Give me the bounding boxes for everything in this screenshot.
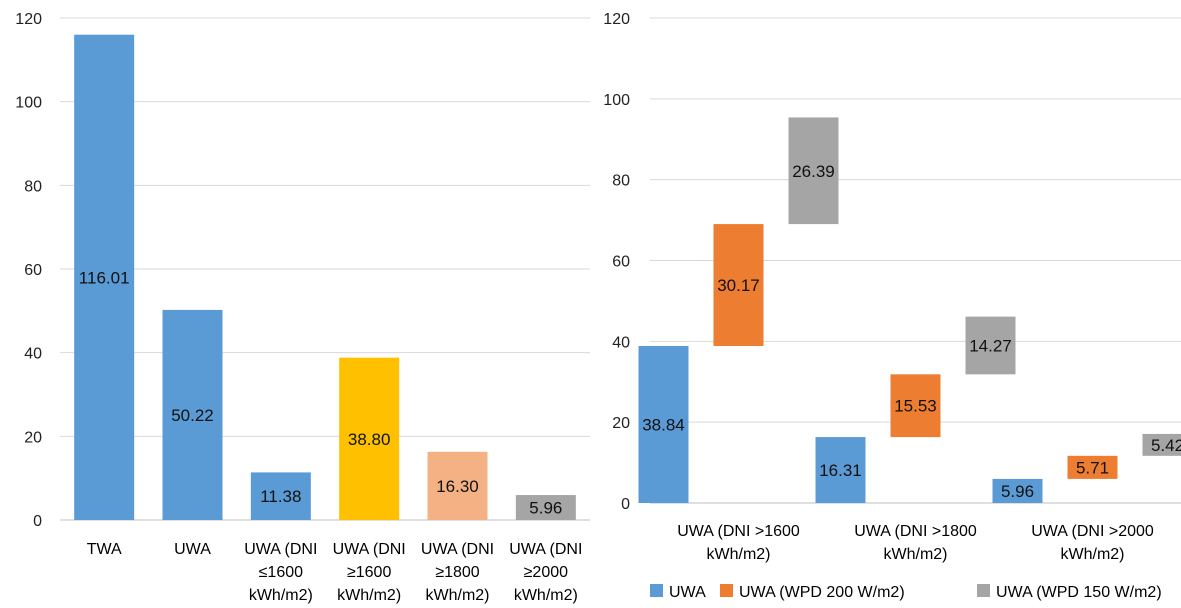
right-waterfall-chart: 0 20 40 60 80 100 120 38.84 30.17 26.39 UWA (DNI >… — [603, 11, 1181, 601]
x-category-label: TWA — [87, 541, 122, 558]
bar — [1142, 433, 1181, 456]
bar — [427, 451, 488, 520]
x-category-label: UWA — [174, 541, 211, 558]
data-label: 38.84 — [642, 416, 685, 435]
x-category-label: ≥1600 — [347, 564, 391, 581]
y-tick-label: 20 — [24, 429, 42, 446]
legend-swatch — [977, 584, 990, 597]
data-label: 16.30 — [436, 477, 479, 496]
x-category-label: UWA (DNI >1800 — [854, 523, 977, 540]
x-category-label: UWA (DNI — [244, 541, 317, 558]
data-label: 5.96 — [1001, 482, 1034, 501]
bar — [890, 374, 941, 438]
bar — [74, 34, 135, 521]
left-bar-chart: 0 20 40 60 80 100 120 116.01 TWA 50.22 UWA 11.38 UWA… — [15, 11, 590, 604]
data-label: 26.39 — [792, 162, 835, 181]
x-category-label: kWh/m2) — [249, 587, 313, 604]
y-tick-label: 40 — [612, 334, 630, 351]
legend-label: UWA — [669, 584, 706, 601]
data-label: 50.22 — [171, 406, 214, 425]
y-tick-label: 60 — [24, 262, 42, 279]
x-category-label: ≥2000 — [524, 564, 568, 581]
x-category-label: kWh/m2) — [514, 587, 578, 604]
data-label: 5.42 — [1151, 436, 1181, 455]
y-tick-label: 0 — [33, 513, 42, 530]
data-label: 116.01 — [79, 268, 130, 287]
x-category-label: UWA (DNI — [333, 541, 406, 558]
y-tick-label: 100 — [15, 95, 42, 112]
bar — [1067, 455, 1118, 479]
bar — [162, 309, 223, 520]
legend-item: UWA (WPD 200 W/m2) — [720, 584, 905, 601]
x-category-label: ≤1600 — [259, 564, 303, 581]
legend-swatch — [650, 584, 663, 597]
y-tick-label: 80 — [24, 178, 42, 195]
bar — [815, 437, 866, 503]
legend-label: UWA (WPD 200 W/m2) — [739, 584, 905, 601]
y-tick-label: 100 — [603, 92, 630, 109]
x-category-label: kWh/m2) — [426, 587, 490, 604]
y-tick-label: 80 — [612, 173, 630, 190]
bar — [788, 117, 839, 225]
y-tick-label: 40 — [24, 346, 42, 363]
legend-label: UWA (WPD 150 W/m2) — [996, 584, 1162, 601]
data-label: 16.31 — [819, 461, 862, 480]
data-label: 11.38 — [260, 487, 301, 506]
legend: UWA UWA (WPD 200 W/m2) UWA (WPD 150 W/m2) — [650, 584, 1162, 601]
x-category-label: UWA (DNI >2000 — [1031, 523, 1154, 540]
legend-swatch — [720, 584, 733, 597]
bar — [339, 357, 400, 520]
bar — [713, 224, 764, 347]
y-tick-label: 20 — [612, 415, 630, 432]
y-tick-label: 120 — [603, 11, 630, 28]
data-label: 5.71 — [1076, 458, 1109, 477]
bar — [638, 346, 689, 503]
legend-item: UWA — [650, 584, 706, 601]
y-tick-label: 120 — [15, 11, 42, 28]
bar — [965, 316, 1016, 375]
x-category-label: UWA (DNI >1600 — [677, 523, 800, 540]
x-category-label: kWh/m2) — [707, 546, 771, 563]
bar — [250, 472, 311, 520]
y-tick-label: 60 — [612, 254, 630, 271]
x-category-label: ≥1800 — [435, 564, 479, 581]
x-category-label: kWh/m2) — [884, 546, 948, 563]
data-label: 30.17 — [717, 276, 760, 295]
x-category-label: UWA (DNI — [509, 541, 582, 558]
data-label: 14.27 — [969, 336, 1012, 355]
bar — [992, 478, 1043, 503]
bar — [515, 495, 576, 520]
data-label: 38.80 — [348, 430, 391, 449]
x-category-label: UWA (DNI — [421, 541, 494, 558]
legend-item: UWA (WPD 150 W/m2) — [977, 584, 1162, 601]
x-category-label: kWh/m2) — [1061, 546, 1125, 563]
x-category-label: kWh/m2) — [337, 587, 401, 604]
y-tick-label: 0 — [621, 496, 630, 513]
data-label: 5.96 — [529, 499, 562, 518]
data-label: 15.53 — [894, 397, 937, 416]
